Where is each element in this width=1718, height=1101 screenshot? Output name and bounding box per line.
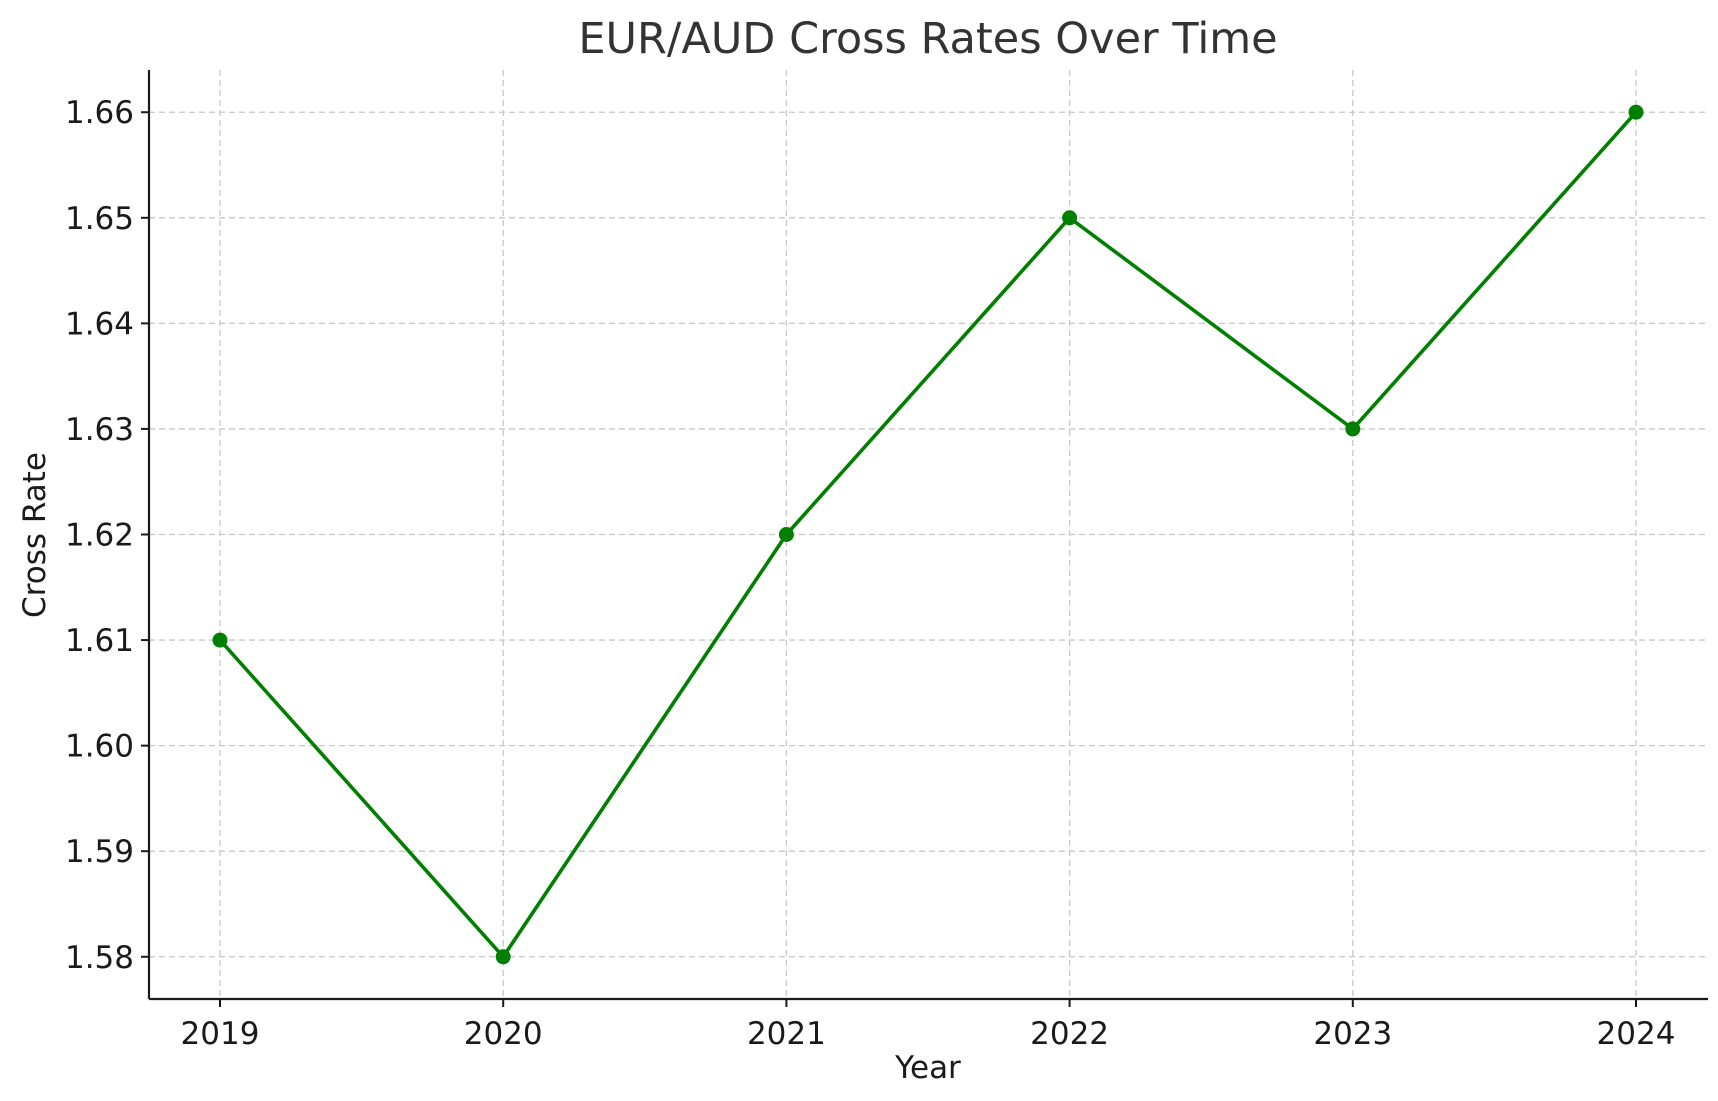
- y-tick-label: 1.59: [65, 834, 134, 870]
- x-axis-ticks: 2019 2020 2021 2022 2023 2024: [181, 999, 1676, 1052]
- x-tick-label: 2019: [181, 1016, 260, 1052]
- y-tick-label: 1.63: [65, 412, 134, 448]
- y-tick-label: 1.61: [65, 623, 134, 659]
- grid: [149, 70, 1708, 999]
- data-point: [1062, 210, 1078, 226]
- chart-title: EUR/AUD Cross Rates Over Time: [578, 14, 1277, 64]
- y-tick-label: 1.65: [65, 201, 134, 237]
- series-layer: [212, 104, 1644, 965]
- data-point: [778, 527, 794, 542]
- x-tick-label: 2021: [747, 1016, 826, 1052]
- y-tick-label: 1.62: [65, 518, 134, 554]
- data-point: [495, 949, 511, 965]
- x-tick-label: 2020: [464, 1016, 543, 1052]
- y-tick-label: 1.60: [65, 729, 134, 765]
- x-axis-label: Year: [894, 1050, 961, 1086]
- y-axis-label: Cross Rate: [17, 452, 53, 618]
- y-tick-label: 1.66: [65, 95, 134, 131]
- data-point: [1628, 104, 1644, 120]
- data-point: [212, 632, 228, 648]
- y-axis-ticks: 1.58 1.59 1.60 1.61 1.62 1.63 1.64 1.65 1.66: [65, 95, 149, 976]
- x-tick-label: 2024: [1597, 1016, 1676, 1052]
- y-tick-label: 1.64: [65, 306, 134, 342]
- x-tick-label: 2022: [1030, 1016, 1109, 1052]
- series-line: [218, 110, 1638, 959]
- x-tick-label: 2023: [1313, 1016, 1392, 1052]
- y-tick-label: 1.58: [65, 940, 134, 976]
- data-point: [1345, 421, 1361, 437]
